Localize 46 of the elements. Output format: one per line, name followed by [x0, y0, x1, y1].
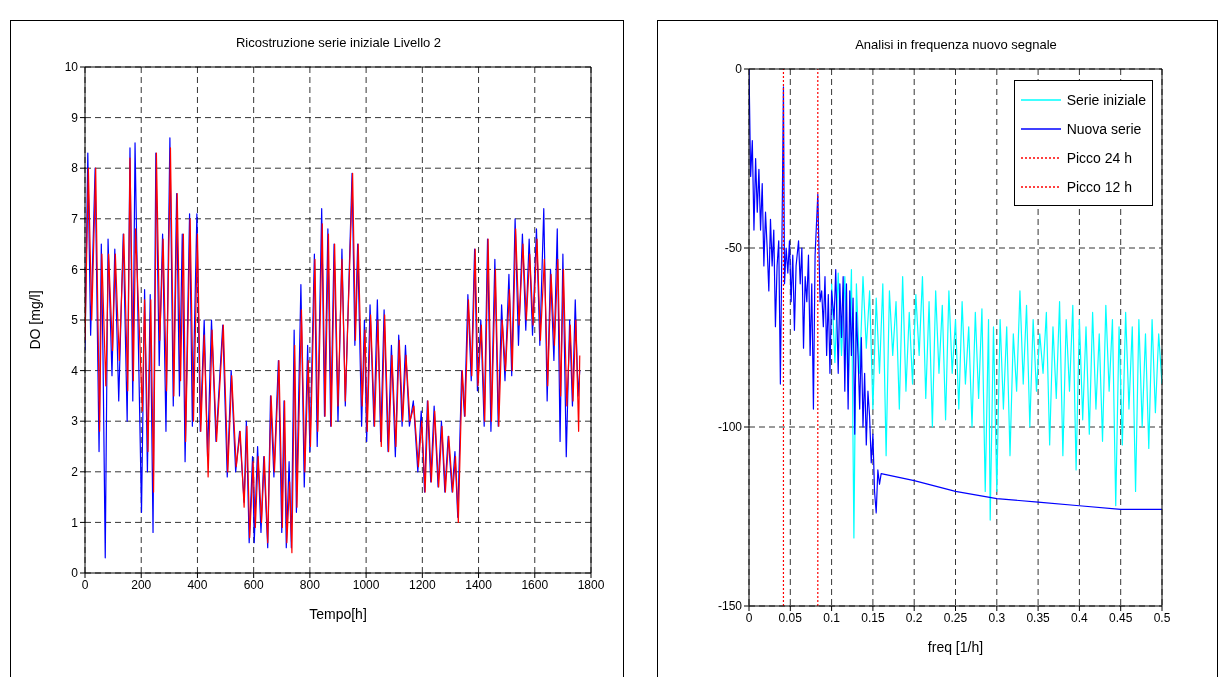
x-tick-label: 400: [187, 577, 208, 592]
x-tick-label: 0: [81, 577, 89, 592]
y-tick-label: -150: [717, 599, 743, 614]
chart-title: Ricostruzione serie iniziale Livello 2: [234, 35, 443, 50]
legend-label: Picco 24 h: [1066, 149, 1132, 166]
y-tick-label: 10: [64, 60, 79, 75]
x-tick-label: 1200: [408, 577, 436, 592]
legend-label: Picco 12 h: [1066, 178, 1132, 195]
x-tick-label: 1600: [521, 577, 549, 592]
legend-label: Nuova serie: [1066, 120, 1142, 137]
y-tick-label: 1: [71, 515, 79, 530]
y-axis-title: DO [mg/l]: [26, 290, 43, 350]
x-tick-label: 0.35: [1026, 610, 1051, 625]
y-tick-label: 0: [71, 566, 79, 581]
x-tick-label: 0.15: [861, 610, 885, 625]
x-tick-label: 1800: [577, 577, 605, 592]
y-tick-label: 4: [71, 363, 79, 378]
x-tick-label: 0.4: [1071, 610, 1089, 625]
x-axis-title: Tempo[h]: [309, 606, 367, 622]
y-tick-label: 5: [71, 313, 79, 328]
y-tick-label: 2: [71, 465, 79, 480]
chart-title: Analisi in frequenza nuovo segnale: [854, 37, 1058, 52]
y-tick-label: 3: [71, 414, 79, 429]
x-tick-label: 0: [745, 610, 753, 625]
x-tick-label: 0.45: [1109, 610, 1133, 625]
y-tick-label: 7: [71, 212, 79, 227]
x-tick-label: 0.5: [1153, 610, 1171, 625]
x-tick-label: 200: [131, 577, 152, 592]
x-axis-title: freq [1/h]: [927, 639, 984, 655]
line-series: [831, 268, 1162, 539]
x-tick-label: 0.2: [905, 610, 923, 625]
legend-label: Serie iniziale: [1066, 91, 1146, 108]
y-tick-label: 0: [735, 62, 743, 77]
y-tick-label: -50: [724, 241, 743, 256]
y-tick-label: 8: [71, 161, 79, 176]
x-tick-label: 0.05: [778, 610, 803, 625]
x-tick-label: 0.3: [988, 610, 1006, 625]
x-tick-label: 600: [243, 577, 264, 592]
x-tick-label: 1400: [465, 577, 493, 592]
x-tick-label: 0.1: [823, 610, 841, 625]
y-tick-label: 9: [71, 110, 79, 125]
y-tick-label: -100: [717, 420, 743, 435]
x-tick-label: 0.25: [943, 610, 968, 625]
y-tick-label: 6: [71, 262, 79, 277]
x-tick-label: 800: [299, 577, 321, 592]
x-tick-label: 1000: [352, 577, 380, 592]
